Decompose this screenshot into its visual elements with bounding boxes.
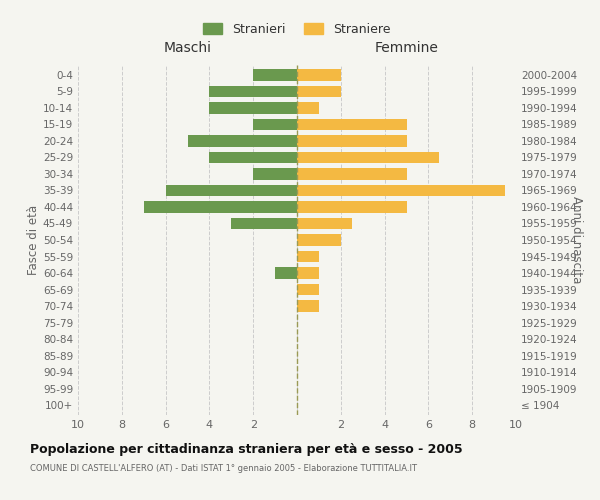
Bar bbox=[297, 267, 319, 279]
Bar bbox=[297, 69, 341, 80]
Bar bbox=[297, 284, 319, 296]
Bar bbox=[144, 201, 297, 213]
Bar bbox=[253, 168, 297, 179]
Bar bbox=[209, 102, 297, 114]
Bar bbox=[166, 184, 297, 196]
Bar bbox=[297, 218, 352, 230]
Bar bbox=[209, 152, 297, 163]
Bar bbox=[209, 86, 297, 97]
Text: Popolazione per cittadinanza straniera per età e sesso - 2005: Popolazione per cittadinanza straniera p… bbox=[30, 442, 463, 456]
Bar bbox=[297, 184, 505, 196]
Bar bbox=[253, 69, 297, 80]
Text: Maschi: Maschi bbox=[164, 40, 212, 54]
Bar bbox=[297, 201, 407, 213]
Legend: Stranieri, Straniere: Stranieri, Straniere bbox=[200, 18, 394, 39]
Y-axis label: Anni di nascita: Anni di nascita bbox=[570, 196, 583, 284]
Text: COMUNE DI CASTELL'ALFERO (AT) - Dati ISTAT 1° gennaio 2005 - Elaborazione TUTTIT: COMUNE DI CASTELL'ALFERO (AT) - Dati IST… bbox=[30, 464, 417, 473]
Bar bbox=[297, 135, 407, 146]
Bar bbox=[297, 250, 319, 262]
Y-axis label: Fasce di età: Fasce di età bbox=[27, 205, 40, 275]
Bar bbox=[232, 218, 297, 230]
Text: Femmine: Femmine bbox=[374, 40, 439, 54]
Bar bbox=[253, 118, 297, 130]
Bar bbox=[297, 86, 341, 97]
Bar bbox=[297, 168, 407, 179]
Bar bbox=[275, 267, 297, 279]
Bar bbox=[297, 152, 439, 163]
Bar bbox=[188, 135, 297, 146]
Bar bbox=[297, 300, 319, 312]
Bar bbox=[297, 102, 319, 114]
Bar bbox=[297, 118, 407, 130]
Bar bbox=[297, 234, 341, 246]
